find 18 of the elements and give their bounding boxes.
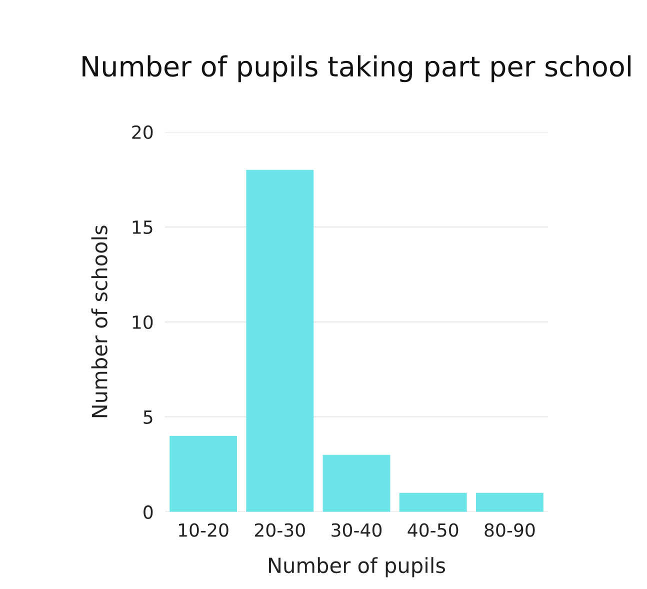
x-axis-title: Number of pupils [268, 557, 446, 578]
bar [322, 454, 390, 512]
y-tick-label: 10 [132, 315, 153, 330]
y-tick-label: 15 [132, 220, 152, 234]
x-tick-label: 40-50 [408, 523, 458, 537]
x-tick-label: 80-90 [484, 523, 535, 537]
x-tick-label: 20-30 [254, 523, 305, 537]
x-tick-label: 30-40 [332, 523, 382, 537]
y-tick-label: 0 [144, 505, 153, 519]
chart-title: Number of pupils taking part per school [82, 55, 631, 82]
bar [170, 436, 237, 512]
bar [476, 492, 544, 512]
bar [246, 170, 314, 512]
y-tick-label: 5 [144, 410, 152, 424]
x-tick-label: 10-20 [179, 523, 228, 537]
y-axis-title: Number of schools [91, 226, 108, 418]
bar [399, 492, 467, 512]
y-tick-label: 20 [132, 125, 153, 140]
